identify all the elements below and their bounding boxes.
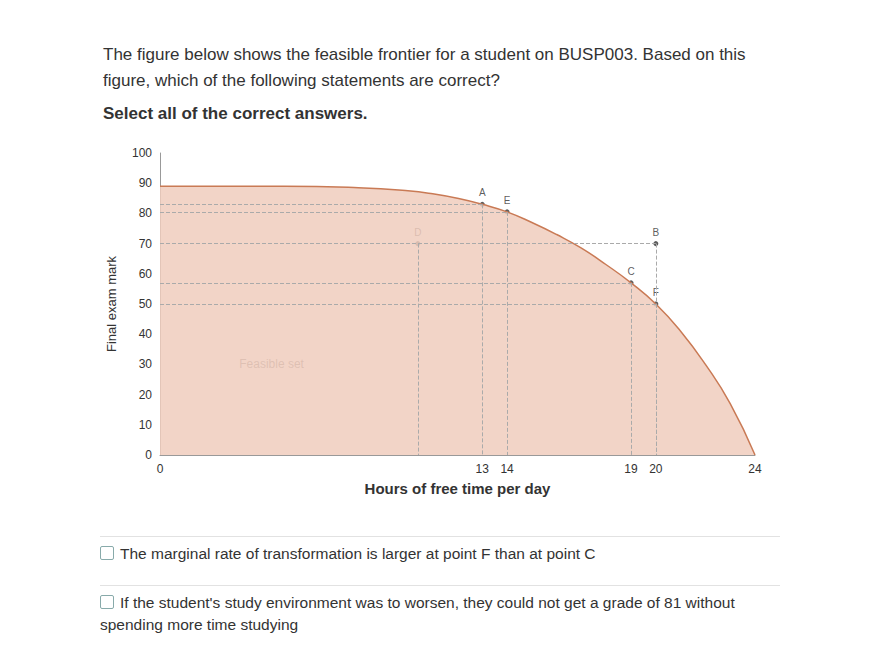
svg-text:Hours of free time per day: Hours of free time per day bbox=[365, 480, 552, 497]
html-text:The figure below shows the fea: The figure below shows the feasible fron… bbox=[103, 45, 746, 90]
svg-text:0: 0 bbox=[157, 462, 164, 476]
svg-text:F: F bbox=[653, 287, 659, 298]
svg-text:A: A bbox=[479, 187, 486, 198]
svg-text:13: 13 bbox=[476, 462, 490, 476]
svg-text:70: 70 bbox=[139, 237, 153, 251]
svg-text:24: 24 bbox=[748, 462, 762, 476]
svg-text:10: 10 bbox=[139, 418, 153, 432]
svg-text:B: B bbox=[652, 227, 659, 238]
svg-text:Final exam mark: Final exam mark bbox=[104, 255, 119, 352]
svg-text:E: E bbox=[504, 195, 511, 206]
html-text:The marginal rate of transform: The marginal rate of transformation is l… bbox=[120, 545, 596, 562]
svg-text:40: 40 bbox=[139, 327, 153, 341]
svg-text:90: 90 bbox=[139, 176, 153, 190]
svg-text:0: 0 bbox=[145, 448, 152, 462]
svg-text:C: C bbox=[627, 266, 634, 277]
html-text:If the student's study environ: If the student's study environment was t… bbox=[100, 594, 735, 633]
svg-text:30: 30 bbox=[139, 357, 153, 371]
svg-text:14: 14 bbox=[500, 462, 514, 476]
svg-text:60: 60 bbox=[139, 267, 153, 281]
svg-text:20: 20 bbox=[649, 462, 663, 476]
svg-text:50: 50 bbox=[139, 297, 153, 311]
svg-text:100: 100 bbox=[132, 146, 152, 160]
svg-text:20: 20 bbox=[139, 388, 153, 402]
svg-text:19: 19 bbox=[624, 462, 638, 476]
html-text:Select all of the correct answ: Select all of the correct answers. bbox=[103, 104, 368, 123]
svg-text:80: 80 bbox=[139, 206, 153, 220]
